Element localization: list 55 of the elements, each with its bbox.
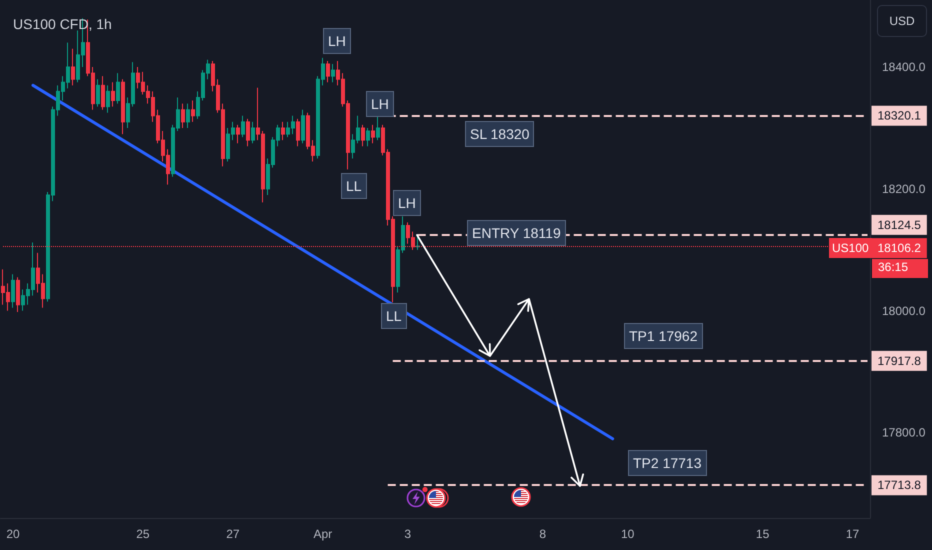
candlestick bbox=[326, 60, 330, 83]
candlestick bbox=[301, 109, 305, 144]
annotation: LH bbox=[393, 190, 421, 216]
ref-line-label: 17917.8 bbox=[878, 354, 922, 368]
candlestick bbox=[371, 124, 375, 144]
candlestick bbox=[96, 78, 100, 108]
ref-line-label: 17713.8 bbox=[878, 478, 922, 492]
candlestick bbox=[376, 116, 380, 141]
candlestick bbox=[186, 103, 190, 128]
x-tick-label: 20 bbox=[6, 527, 20, 541]
annotation: LH bbox=[323, 28, 351, 54]
candlestick bbox=[16, 276, 20, 313]
candlestick bbox=[121, 78, 125, 135]
annotation: ENTRY 18119 bbox=[467, 220, 566, 246]
annotation: LH bbox=[366, 91, 394, 117]
x-tick-label: 3 bbox=[404, 527, 412, 541]
y-tick-label: 17800.0 bbox=[882, 426, 926, 440]
candlestick bbox=[191, 100, 195, 122]
candlestick bbox=[71, 48, 75, 86]
candlestick bbox=[361, 124, 365, 147]
candlestick bbox=[106, 84, 110, 114]
y-tick-label: 18000.0 bbox=[882, 304, 926, 318]
x-tick-label: 10 bbox=[620, 527, 635, 541]
candlestick bbox=[181, 103, 185, 128]
x-tick-label: Apr bbox=[313, 527, 332, 541]
annotation: LL bbox=[381, 303, 407, 329]
annotation: LL bbox=[341, 173, 367, 199]
x-tick-label: 15 bbox=[756, 527, 770, 541]
annotation: US100 bbox=[829, 238, 872, 258]
x-tick-label: 8 bbox=[539, 527, 546, 541]
x-tick-label: 27 bbox=[226, 527, 240, 541]
y-tick-label: 18200.0 bbox=[882, 182, 926, 196]
candlestick bbox=[111, 82, 115, 108]
candlestick bbox=[281, 121, 285, 141]
candlestick bbox=[11, 274, 15, 308]
candlestick bbox=[366, 127, 370, 147]
candlestick bbox=[116, 72, 120, 104]
candlestick bbox=[251, 121, 255, 144]
candlestick bbox=[241, 115, 245, 138]
candlestick bbox=[101, 76, 105, 110]
x-tick-label: 17 bbox=[846, 527, 860, 541]
text: 36:15 bbox=[872, 259, 928, 278]
candlestick bbox=[236, 124, 240, 144]
candlestick bbox=[246, 118, 250, 147]
annotation: TP1 17962 bbox=[624, 323, 702, 349]
candlestick bbox=[331, 63, 335, 83]
annotation: TP2 17713 bbox=[628, 450, 706, 476]
x-tick-label: 25 bbox=[136, 527, 150, 541]
annotation: SL 18320 bbox=[465, 121, 534, 147]
y-tick-label: 18400.0 bbox=[882, 60, 926, 74]
ref-line-label: 18320.1 bbox=[878, 108, 922, 123]
ref-line-label: 18106.2 bbox=[878, 241, 922, 256]
candlestick bbox=[296, 118, 300, 147]
text: USD bbox=[877, 5, 927, 37]
ref-line-label: 18124.5 bbox=[878, 218, 922, 232]
